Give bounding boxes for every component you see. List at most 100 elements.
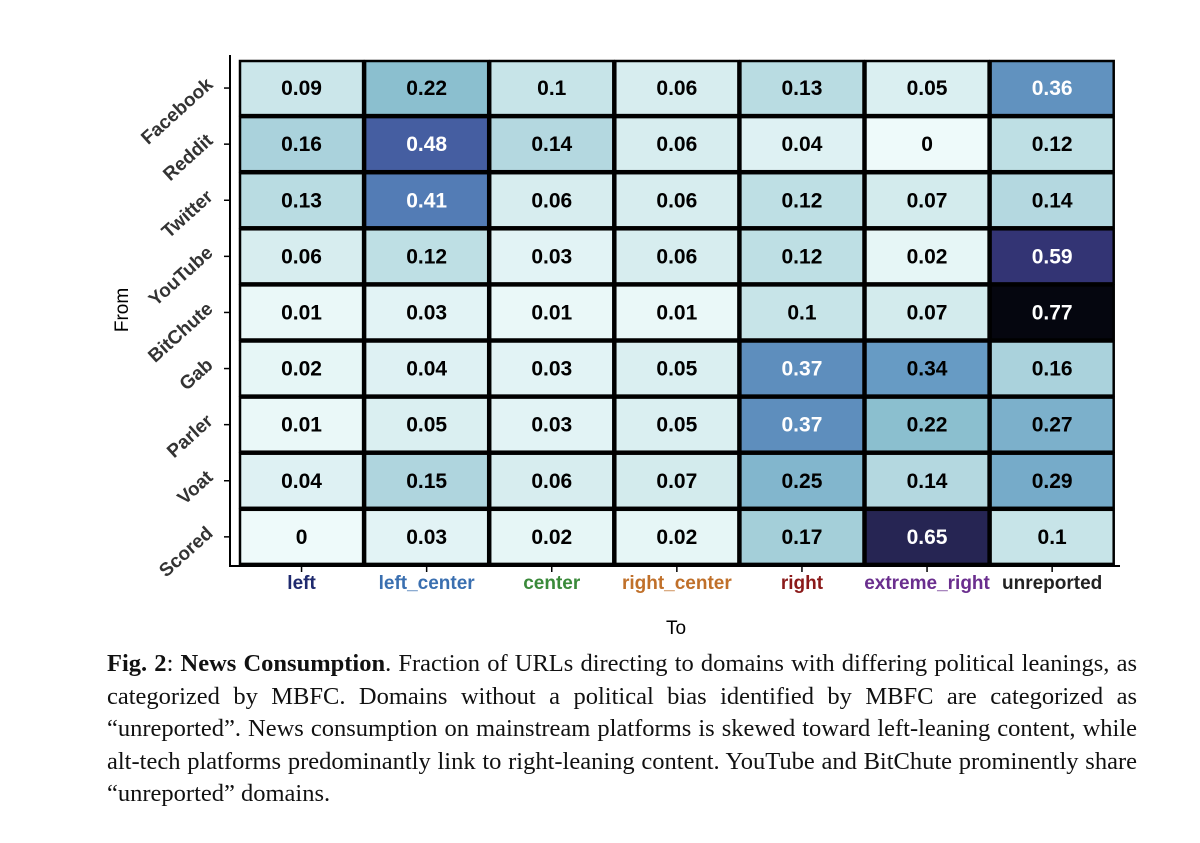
- heatmap-cell-reddit-right-center: [614, 115, 740, 173]
- cell-value-label: 0.05: [907, 77, 948, 100]
- cell-value-label: 0.48: [406, 133, 447, 156]
- cell-value-label: 0.03: [406, 526, 447, 549]
- row-label-reddit: Reddit: [159, 130, 217, 186]
- cell-value-label: 0.05: [656, 414, 697, 437]
- heatmap-cell-gab-left-center: [363, 340, 490, 397]
- heatmap-cell-parler-center: [488, 396, 615, 453]
- cell-value-label: 0: [921, 133, 933, 156]
- heatmap-cell-voat-extreme-right: [864, 452, 990, 510]
- row-label-gab: Gab: [176, 355, 218, 395]
- heatmap-cell-scored-left: [238, 508, 365, 566]
- cell-value-label: 0.37: [782, 414, 823, 437]
- heatmap-cell-parler-extreme-right: [864, 396, 990, 453]
- heatmap-cell-voat-center: [488, 452, 615, 510]
- heatmap-cell-scored-center: [488, 508, 615, 566]
- heatmap-cell-bitchute-left: [238, 284, 365, 341]
- heatmap-cell-scored-extreme-right: [864, 508, 990, 566]
- heatmap-cells: 0.09 0.22 0.1 0.06 0.13 0.05 0.36 0.16 0.48 0.14 0…: [238, 59, 1115, 566]
- cell-value-label: 0.01: [281, 301, 322, 324]
- cell-value-label: 0.05: [406, 414, 447, 437]
- cell-value-label: 0.04: [782, 133, 823, 156]
- heatmap-cell-scored-left-center: [363, 508, 490, 566]
- column-label-unreported: unreported: [1002, 573, 1102, 594]
- heatmap-cell-twitter-left: [238, 171, 365, 229]
- heatmap-cell-youtube-extreme-right: [864, 228, 990, 285]
- heatmap-cell-scored-right-center: [614, 508, 740, 566]
- column-label-extreme-right: extreme_right: [864, 573, 990, 594]
- heatmap-cell-scored-unreported: [989, 508, 1115, 566]
- cell-value-label: 0.02: [281, 358, 322, 381]
- heatmap-cell-youtube-right-center: [614, 228, 740, 285]
- caption-colon: :: [166, 650, 181, 677]
- heatmap-cell-reddit-left: [238, 115, 365, 173]
- heatmap-cell-youtube-right: [739, 228, 865, 285]
- caption-period: .: [385, 650, 399, 677]
- figure-caption: Fig. 2: News Consumption. Fraction of UR…: [107, 648, 1137, 811]
- cell-value-label: 0.17: [782, 526, 823, 549]
- caption-text: Fraction of URLs directing to domains wi…: [107, 650, 1138, 807]
- caption-label: Fig. 2: [107, 650, 167, 677]
- cell-value-label: 0.03: [406, 301, 447, 324]
- heatmap-cell-parler-unreported: [989, 396, 1115, 453]
- cell-value-label: 0.07: [907, 301, 948, 324]
- cell-value-label: 0.29: [1032, 470, 1073, 493]
- row-label-twitter: Twitter: [158, 186, 218, 243]
- cell-value-label: 0.05: [656, 358, 697, 381]
- cell-value-label: 0.07: [907, 189, 948, 212]
- heatmap-cell-reddit-right: [739, 115, 865, 173]
- cell-value-label: 0.06: [531, 189, 572, 212]
- cell-value-label: 0.12: [782, 189, 823, 212]
- heatmap-cell-gab-right: [739, 340, 865, 397]
- column-label-left-center: left_center: [379, 573, 476, 594]
- cell-value-label: 0.01: [531, 301, 572, 324]
- heatmap-cell-voat-right-center: [614, 452, 740, 510]
- heatmap-cell-voat-unreported: [989, 452, 1115, 510]
- heatmap-cell-twitter-unreported: [989, 171, 1115, 229]
- heatmap-cell-gab-right-center: [614, 340, 740, 397]
- heatmap-cell-twitter-right: [739, 171, 865, 229]
- row-label-scored: Scored: [155, 523, 217, 582]
- heatmap-cell-youtube-center: [488, 228, 615, 285]
- heatmap-cell-gab-center: [488, 340, 615, 397]
- cell-value-label: 0.14: [907, 470, 948, 493]
- heatmap-cell-bitchute-extreme-right: [864, 284, 990, 341]
- caption-title: News Consumption: [180, 650, 386, 677]
- cell-value-label: 0.02: [531, 526, 572, 549]
- cell-value-label: 0.07: [656, 470, 697, 493]
- cell-value-label: 0.14: [1032, 189, 1073, 212]
- cell-value-label: 0.41: [406, 189, 447, 212]
- cell-value-label: 0.36: [1032, 77, 1073, 100]
- y-axis-title: From: [112, 288, 133, 332]
- cell-value-label: 0.14: [531, 133, 572, 156]
- cell-value-label: 0.03: [531, 414, 572, 437]
- cell-value-label: 0.13: [782, 77, 823, 100]
- cell-value-label: 0.16: [1032, 358, 1073, 381]
- cell-value-label: 0.1: [787, 301, 817, 324]
- cell-value-label: 0.1: [1038, 526, 1068, 549]
- heatmap-cell-gab-unreported: [989, 340, 1115, 397]
- heatmap-cell-voat-left-center: [363, 452, 490, 510]
- cell-value-label: 0.22: [907, 414, 948, 437]
- heatmap-cell-reddit-left-center: [363, 115, 490, 173]
- heatmap-cell-parler-left: [238, 396, 365, 453]
- heatmap-cell-facebook-left: [238, 59, 365, 117]
- cell-value-label: 0: [296, 526, 308, 549]
- heatmap-cell-reddit-extreme-right: [864, 115, 990, 173]
- row-label-voat: Voat: [174, 466, 218, 509]
- heatmap-cell-youtube-left-center: [363, 228, 490, 285]
- cell-value-label: 0.04: [406, 358, 447, 381]
- heatmap-cell-bitchute-right: [739, 284, 865, 341]
- column-label-center: center: [523, 573, 581, 594]
- cell-value-label: 0.01: [281, 414, 322, 437]
- column-label-right: right: [781, 573, 824, 594]
- column-label-left: left: [287, 573, 316, 594]
- heatmap-cell-facebook-right: [739, 59, 865, 117]
- heatmap-cell-twitter-left-center: [363, 171, 490, 229]
- cell-value-label: 0.02: [907, 245, 948, 268]
- cell-value-label: 0.59: [1032, 245, 1073, 268]
- cell-value-label: 0.12: [406, 245, 447, 268]
- cell-value-label: 0.12: [1032, 133, 1073, 156]
- row-label-bitchute: BitChute: [144, 299, 217, 368]
- heatmap-cell-bitchute-center: [488, 284, 615, 341]
- heatmap-cell-bitchute-right-center: [614, 284, 740, 341]
